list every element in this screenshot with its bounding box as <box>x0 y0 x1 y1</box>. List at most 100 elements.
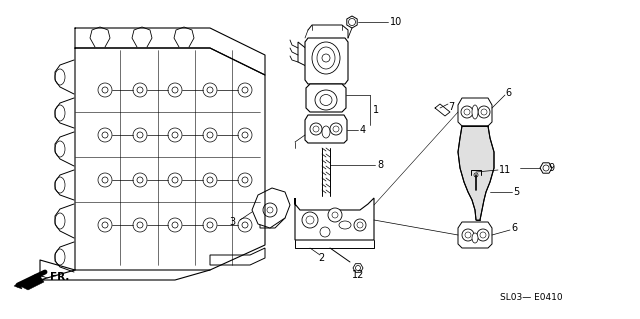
Circle shape <box>172 222 178 228</box>
Circle shape <box>322 54 330 62</box>
Circle shape <box>133 128 147 142</box>
Circle shape <box>102 177 108 183</box>
Circle shape <box>207 132 213 138</box>
Circle shape <box>238 218 252 232</box>
Circle shape <box>98 218 112 232</box>
Text: FR.: FR. <box>50 272 69 282</box>
Circle shape <box>238 173 252 187</box>
Ellipse shape <box>55 69 65 85</box>
Circle shape <box>354 219 366 231</box>
Ellipse shape <box>320 94 332 106</box>
Circle shape <box>465 232 471 238</box>
Polygon shape <box>458 222 492 248</box>
Ellipse shape <box>55 141 65 157</box>
Circle shape <box>207 87 213 93</box>
Text: 4: 4 <box>360 125 366 135</box>
Ellipse shape <box>315 90 337 110</box>
Circle shape <box>333 126 339 132</box>
Circle shape <box>133 173 147 187</box>
Circle shape <box>168 173 182 187</box>
Ellipse shape <box>312 42 340 74</box>
Circle shape <box>168 83 182 97</box>
Circle shape <box>203 83 217 97</box>
Circle shape <box>203 218 217 232</box>
Circle shape <box>133 218 147 232</box>
Circle shape <box>332 212 338 218</box>
Text: 3: 3 <box>229 217 235 227</box>
Polygon shape <box>540 163 552 173</box>
Circle shape <box>98 128 112 142</box>
Polygon shape <box>295 198 374 240</box>
Text: 12: 12 <box>352 270 364 280</box>
Polygon shape <box>305 115 347 143</box>
Polygon shape <box>347 16 357 28</box>
Circle shape <box>238 83 252 97</box>
Circle shape <box>481 109 487 115</box>
Circle shape <box>263 203 277 217</box>
Circle shape <box>207 177 213 183</box>
Polygon shape <box>18 274 48 290</box>
Circle shape <box>242 222 248 228</box>
Text: SL03— E0410: SL03— E0410 <box>500 293 563 302</box>
Circle shape <box>480 232 486 238</box>
Circle shape <box>172 132 178 138</box>
Circle shape <box>330 123 342 135</box>
Circle shape <box>306 216 314 224</box>
Circle shape <box>461 106 473 118</box>
Circle shape <box>313 126 319 132</box>
Circle shape <box>357 222 363 228</box>
Circle shape <box>242 87 248 93</box>
Circle shape <box>203 128 217 142</box>
Circle shape <box>242 132 248 138</box>
Circle shape <box>137 87 143 93</box>
Circle shape <box>203 173 217 187</box>
Circle shape <box>267 209 277 219</box>
Polygon shape <box>298 42 308 67</box>
Circle shape <box>137 177 143 183</box>
Polygon shape <box>210 248 265 265</box>
Ellipse shape <box>339 221 351 229</box>
Text: 9: 9 <box>548 163 554 173</box>
Text: 8: 8 <box>377 160 383 170</box>
Polygon shape <box>260 195 285 228</box>
Circle shape <box>98 173 112 187</box>
Ellipse shape <box>55 177 65 193</box>
Polygon shape <box>458 98 492 126</box>
Polygon shape <box>14 282 22 289</box>
Circle shape <box>478 106 490 118</box>
Circle shape <box>102 132 108 138</box>
Polygon shape <box>252 188 290 228</box>
Ellipse shape <box>55 213 65 229</box>
Text: 11: 11 <box>499 165 511 175</box>
Circle shape <box>474 173 478 177</box>
Circle shape <box>102 87 108 93</box>
Circle shape <box>137 132 143 138</box>
Ellipse shape <box>472 105 478 119</box>
Circle shape <box>98 83 112 97</box>
Text: 6: 6 <box>511 223 517 233</box>
Text: 6: 6 <box>505 88 511 98</box>
Circle shape <box>349 19 355 26</box>
Polygon shape <box>353 264 363 272</box>
Circle shape <box>168 218 182 232</box>
Ellipse shape <box>322 126 330 138</box>
Polygon shape <box>306 84 346 112</box>
Circle shape <box>328 208 342 222</box>
Text: 7: 7 <box>448 102 454 112</box>
Circle shape <box>238 128 252 142</box>
Text: 5: 5 <box>513 187 519 197</box>
Circle shape <box>267 207 273 213</box>
Polygon shape <box>305 38 348 84</box>
Circle shape <box>168 128 182 142</box>
Circle shape <box>477 229 489 241</box>
Ellipse shape <box>472 233 478 243</box>
Circle shape <box>310 123 322 135</box>
Polygon shape <box>458 126 494 220</box>
Circle shape <box>302 212 318 228</box>
Text: 2: 2 <box>318 253 324 263</box>
Circle shape <box>270 212 274 216</box>
Circle shape <box>543 165 549 171</box>
Text: 10: 10 <box>390 17 403 27</box>
Circle shape <box>462 229 474 241</box>
Circle shape <box>207 222 213 228</box>
